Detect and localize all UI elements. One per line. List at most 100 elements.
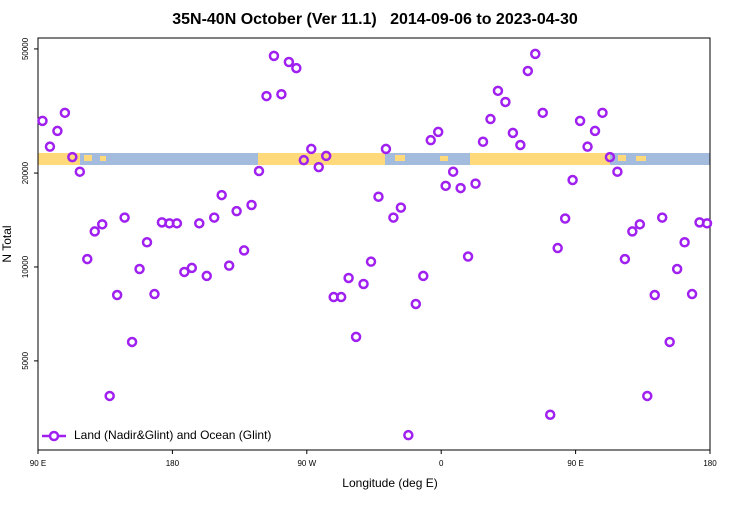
point (208, 212, 220, 223)
point (238, 245, 250, 256)
point (679, 237, 690, 248)
x-tick-label: 90 W (297, 459, 316, 468)
point (52, 125, 63, 137)
point (552, 242, 563, 254)
point (627, 226, 638, 237)
point (141, 237, 153, 248)
point (320, 150, 332, 162)
point (686, 288, 698, 300)
point (507, 127, 519, 139)
point (500, 96, 511, 108)
x-tick-label: 90 E (567, 459, 583, 468)
legend-label: Land (Nadir&Glint) and Ocean (Glint) (74, 428, 271, 442)
point (231, 205, 242, 217)
point (82, 253, 93, 265)
point (358, 278, 369, 290)
y-tick-label: 20000 (21, 161, 30, 184)
point (111, 289, 123, 301)
point (119, 212, 130, 223)
point (612, 166, 623, 177)
point (126, 336, 138, 348)
point (447, 166, 459, 177)
point (388, 212, 399, 223)
point (246, 199, 257, 211)
point (216, 189, 227, 201)
point (567, 174, 578, 186)
point (89, 226, 100, 237)
point (462, 251, 474, 262)
point (171, 218, 183, 229)
point (179, 266, 190, 278)
point (410, 298, 422, 310)
point (104, 390, 115, 402)
point (485, 113, 496, 125)
map-strip (38, 153, 710, 165)
point (96, 219, 108, 230)
y-tick-label: 10000 (21, 255, 30, 278)
point (306, 143, 317, 155)
point (380, 143, 392, 155)
point (634, 219, 646, 230)
point (544, 409, 556, 420)
point (261, 90, 272, 102)
point (186, 262, 198, 274)
point (440, 180, 451, 192)
point (253, 165, 265, 177)
x-tick-label: 0 (439, 459, 444, 468)
point (455, 182, 466, 194)
point (283, 56, 295, 68)
point (582, 141, 593, 152)
x-tick-label: 90 E (30, 459, 46, 468)
point (291, 62, 302, 74)
point (671, 263, 683, 275)
point (701, 218, 713, 229)
point (477, 136, 489, 148)
point (67, 151, 78, 163)
point (343, 272, 354, 284)
point (537, 107, 548, 119)
point (403, 429, 414, 441)
point (44, 141, 56, 152)
x-axis-label: Longitude (deg E) (342, 476, 437, 490)
point (268, 50, 280, 62)
point (418, 270, 429, 282)
point (425, 134, 436, 146)
point (313, 161, 324, 173)
plot-frame (37, 37, 711, 451)
point (194, 218, 205, 229)
point (37, 115, 48, 127)
x-tick-label: 180 (166, 459, 180, 468)
chart-title: 35N-40N October (Ver 11.1) 2014-09-06 to… (172, 11, 578, 28)
point (223, 260, 235, 271)
point (642, 390, 653, 402)
point (604, 151, 616, 163)
point (574, 115, 586, 127)
point (350, 331, 362, 343)
point (559, 213, 571, 224)
point (656, 212, 668, 223)
point (619, 253, 631, 265)
point (298, 154, 310, 166)
y-tick-label: 5000 (21, 351, 30, 369)
point (59, 107, 71, 119)
point (365, 256, 377, 267)
point (373, 191, 384, 202)
point (530, 48, 541, 60)
point (649, 289, 660, 301)
y-tick-label: 50000 (21, 37, 30, 60)
point (515, 139, 526, 151)
y-axis-label: N Total (0, 225, 14, 262)
point (134, 263, 145, 275)
point (395, 202, 407, 213)
point (335, 291, 347, 303)
legend-marker (48, 430, 60, 442)
point (522, 65, 534, 77)
x-tick-label: 180 (703, 459, 717, 468)
point (432, 126, 444, 138)
point (201, 270, 212, 282)
point (470, 178, 481, 189)
point (589, 125, 601, 137)
point (597, 107, 608, 119)
point (149, 288, 160, 300)
